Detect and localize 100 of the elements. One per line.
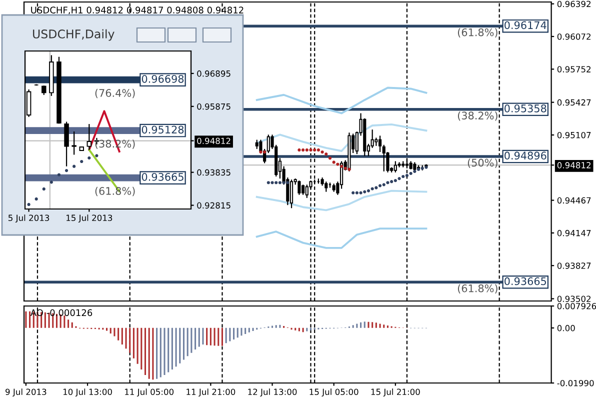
point (394, 179, 397, 182)
point (302, 148, 305, 152)
point (348, 168, 351, 171)
y-tick-label: 0.94467 (557, 197, 591, 204)
point (282, 181, 286, 184)
point (278, 181, 282, 184)
candlestick (302, 184, 305, 196)
x-tick-label: 15 Jul 2013 (66, 214, 112, 223)
x-tick-label: 15 Jul 21:00 (371, 388, 420, 397)
ref-line-label: 0.95128 (142, 126, 184, 134)
point (398, 176, 401, 180)
candlestick (290, 179, 294, 209)
point (366, 189, 370, 192)
point (34, 197, 38, 201)
ref-line-label: 0.93665 (142, 172, 184, 181)
y-tick-label: 0.93827 (557, 262, 591, 269)
annotation: (61.8%) (458, 284, 498, 294)
point (274, 181, 278, 184)
point (336, 162, 340, 166)
ref-line-label: 0.95358 (504, 104, 546, 112)
line-series (256, 190, 428, 212)
y-tick-label: 0.95427 (557, 99, 591, 106)
x-tick-label: 15 Jul 05:00 (310, 388, 358, 397)
x-tick-label: 10 Jul 13:00 (63, 388, 112, 397)
candlestick (382, 144, 386, 172)
annotation: (61.8%) (458, 28, 498, 38)
y-tick-label: 0.007926 (557, 302, 596, 310)
point (50, 180, 53, 184)
candlestick (324, 181, 328, 192)
y-tick-label: -0.01990 (557, 380, 594, 386)
chart-title: AO -0.000126 (30, 309, 92, 316)
point (382, 183, 386, 186)
point (88, 156, 91, 160)
line-series (256, 86, 428, 114)
y-tick-label: 0.96072 (557, 33, 590, 40)
annotation: (38.2%) (458, 111, 498, 121)
point (363, 190, 366, 194)
y-tick-label: 0.93502 (557, 296, 590, 302)
x-tick-label: 12 Jul 13:00 (248, 388, 297, 397)
point (359, 191, 362, 194)
candlestick (394, 160, 397, 173)
y-tick-label: 0.95752 (557, 66, 590, 72)
chart-title: USDCHF,H1 0.94812 0.94817 0.94808 0.94812 (31, 6, 244, 14)
line-series (256, 123, 428, 152)
y-tick-label: 0.96895 (197, 70, 230, 77)
point (320, 150, 324, 154)
y-tick-label: 0.94812 (197, 138, 230, 144)
x-tick-label: 11 Jul 21:00 (186, 388, 236, 397)
point (270, 181, 274, 184)
point (298, 148, 301, 152)
point (328, 156, 332, 160)
annotation: (50%) (468, 158, 498, 168)
point (386, 181, 390, 184)
y-tick-label: 0.94812 (557, 162, 590, 168)
point (390, 180, 394, 184)
point (286, 181, 290, 184)
point (316, 148, 320, 152)
annotation: (76.4%) (95, 88, 135, 98)
ref-line-label: 0.96174 (504, 21, 546, 30)
candlestick (42, 85, 46, 96)
point (259, 150, 262, 154)
ref-line-label: 0.96698 (142, 74, 184, 83)
point (266, 181, 270, 184)
candlestick (298, 180, 301, 196)
point (402, 174, 405, 178)
point (95, 154, 98, 158)
candlestick (255, 139, 258, 150)
y-tick-label: 0.92815 (197, 202, 230, 209)
point (57, 173, 61, 176)
y-tick-label: 0.94147 (557, 230, 591, 236)
point (332, 160, 336, 164)
x-tick-label: 5 Jul 2013 (8, 214, 50, 223)
point (413, 170, 416, 173)
point (370, 187, 374, 190)
point (72, 164, 76, 168)
ref-line-label: 0.93665 (504, 277, 546, 286)
chart-title: USDCHF,Daily (33, 29, 114, 41)
point (374, 186, 378, 190)
point (42, 187, 46, 191)
y-tick-label: 0.93835 (197, 169, 230, 176)
y-tick-label: 0.95107 (557, 132, 591, 138)
y-tick-label: 0.96392 (557, 0, 590, 8)
candlestick (64, 121, 69, 167)
candlestick (370, 129, 374, 148)
point (80, 160, 84, 164)
point (352, 191, 355, 194)
point (378, 184, 382, 188)
candlestick (72, 130, 76, 156)
point (64, 168, 68, 172)
point (27, 202, 30, 206)
candlestick (86, 123, 92, 150)
point (263, 150, 266, 154)
x-tick-label: 11 Jul 05:00 (125, 388, 174, 397)
candlestick (378, 135, 382, 153)
point (409, 172, 412, 175)
y-tick-label: 0.00 (557, 324, 575, 332)
x-tick-label: 9 Jul 2013 (6, 388, 46, 397)
point (344, 166, 347, 170)
annotation: (61.8%) (95, 186, 135, 196)
point (324, 152, 328, 156)
